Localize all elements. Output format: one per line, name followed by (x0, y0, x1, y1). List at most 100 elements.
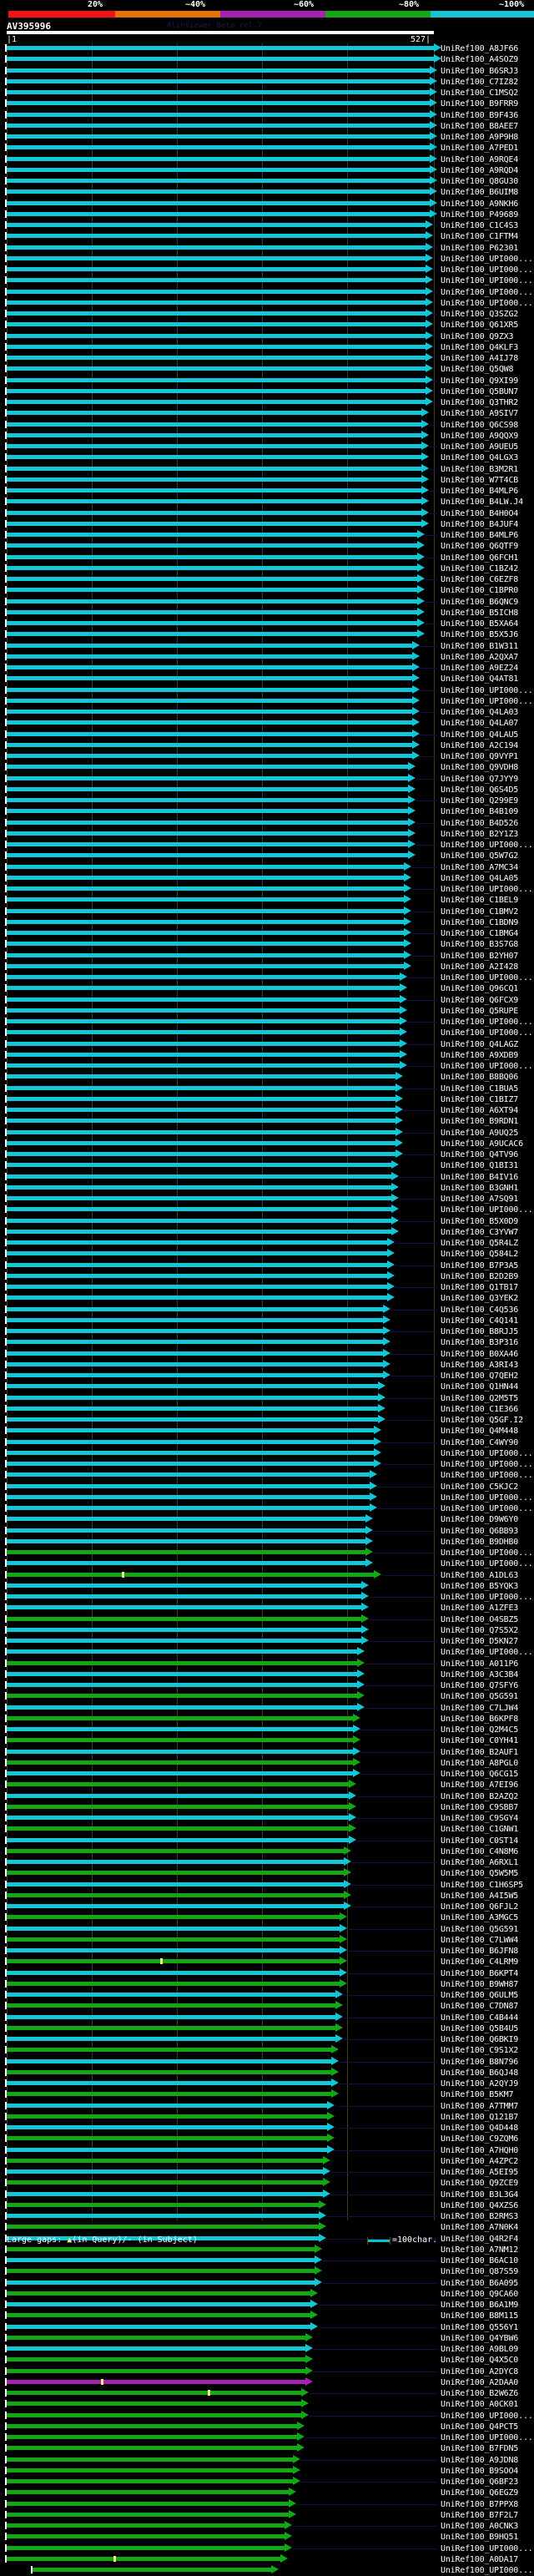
alignment-row[interactable]: UniRef100_B6A095 (0, 2278, 534, 2289)
alignment-bar[interactable] (7, 1329, 383, 1333)
hit-label-link[interactable]: UniRef100_A9UQ25 (441, 1128, 518, 1139)
alignment-bar[interactable] (7, 2148, 327, 2152)
alignment-row[interactable]: UniRef100_C6EZF8 (0, 574, 534, 585)
hit-label-link[interactable]: UniRef100_UPI000... (441, 298, 533, 309)
alignment-row[interactable]: UniRef100_B9F436 (0, 110, 534, 121)
hit-label-link[interactable]: UniRef100_Q4M448 (441, 1426, 518, 1437)
hit-label-link[interactable]: UniRef100_UPI000... (441, 1647, 533, 1658)
hit-label-link[interactable]: UniRef100_A2DAA0 (441, 2377, 518, 2388)
alignment-row[interactable]: UniRef100_Q4LAGZ (0, 1039, 534, 1050)
hit-label-link[interactable]: UniRef100_B5X5J6 (441, 629, 518, 640)
hit-label-link[interactable]: UniRef100_A9NKH6 (441, 199, 518, 210)
alignment-bar[interactable] (7, 2435, 297, 2439)
alignment-bar[interactable] (7, 301, 426, 305)
alignment-row[interactable]: UniRef100_A6RXL1 (0, 1857, 534, 1868)
hit-label-link[interactable]: UniRef100_C0ST14 (441, 1836, 518, 1846)
hit-label-link[interactable]: UniRef100_B6QJ48 (441, 2068, 518, 2078)
hit-label-link[interactable]: UniRef100_Q1HN44 (441, 1381, 518, 1392)
alignment-bar[interactable] (7, 1605, 361, 1609)
hit-label-link[interactable]: UniRef100_Q4LAGZ (441, 1039, 518, 1050)
hit-label-link[interactable]: UniRef100_Q5GF.I2 (441, 1415, 523, 1426)
alignment-row[interactable]: UniRef100_Q8GU30 (0, 176, 534, 187)
hit-label-link[interactable]: UniRef100_A9SIV7 (441, 408, 518, 419)
alignment-row[interactable]: UniRef100_Q6FJL2 (0, 1902, 534, 1912)
alignment-row[interactable]: UniRef100_B2AZQ2 (0, 1791, 534, 1802)
alignment-bar[interactable] (7, 2192, 323, 2196)
alignment-bar[interactable] (7, 1705, 357, 1710)
hit-label-link[interactable]: UniRef100_D5KN27 (441, 1636, 518, 1647)
hit-label-link[interactable]: UniRef100_C4Q141 (441, 1316, 518, 1326)
alignment-row[interactable]: UniRef100_B5X0D9 (0, 1216, 534, 1227)
alignment-bar[interactable] (7, 467, 421, 471)
alignment-row[interactable]: UniRef100_A7MC34 (0, 862, 534, 873)
hit-label-link[interactable]: UniRef100_P49689 (441, 210, 518, 220)
alignment-row[interactable]: UniRef100_UPI000... (0, 287, 534, 298)
alignment-row[interactable]: UniRef100_Q584L2 (0, 1249, 534, 1260)
alignment-bar[interactable] (7, 444, 421, 448)
alignment-row[interactable]: UniRef100_Q9ZX3 (0, 331, 534, 342)
alignment-row[interactable]: UniRef100_C4WY90 (0, 1437, 534, 1448)
alignment-bar[interactable] (7, 1882, 344, 1887)
hit-label-link[interactable]: UniRef100_B7FDN5 (441, 2443, 518, 2454)
hit-label-link[interactable]: UniRef100_A9BL09 (441, 2344, 518, 2355)
alignment-row[interactable]: UniRef100_UPI000... (0, 298, 534, 309)
alignment-bar[interactable] (7, 1617, 361, 1621)
hit-label-link[interactable]: UniRef100_B3GNH1 (441, 1183, 518, 1194)
alignment-row[interactable]: UniRef100_UPI000... (0, 1592, 534, 1603)
alignment-row[interactable]: UniRef100_A2QXA7 (0, 652, 534, 663)
alignment-row[interactable]: UniRef100_Q4LA07 (0, 718, 534, 729)
alignment-row[interactable]: UniRef100_B5YQK3 (0, 1581, 534, 1592)
alignment-row[interactable]: UniRef100_B3P316 (0, 1337, 534, 1348)
alignment-row[interactable]: UniRef100_B5X5J6 (0, 629, 534, 640)
hit-label-link[interactable]: UniRef100_UPI000... (441, 2565, 533, 2576)
alignment-bar[interactable] (7, 1583, 361, 1588)
alignment-row[interactable]: UniRef100_Q3SZG2 (0, 309, 534, 320)
hit-label-link[interactable]: UniRef100_Q6CS98 (441, 420, 518, 431)
hit-label-link[interactable]: UniRef100_A3MGC5 (441, 1912, 518, 1923)
alignment-row[interactable]: UniRef100_Q3YEK2 (0, 1293, 534, 1304)
alignment-row[interactable]: UniRef100_Q6FCX9 (0, 995, 534, 1006)
alignment-bar[interactable] (7, 776, 408, 780)
alignment-bar[interactable] (7, 223, 426, 227)
alignment-row[interactable]: UniRef100_Q9ZCE9 (0, 2178, 534, 2189)
alignment-row[interactable]: UniRef100_B6JFN8 (0, 1946, 534, 1957)
alignment-bar[interactable] (7, 1307, 383, 1311)
hit-label-link[interactable]: UniRef100_Q4TV96 (441, 1149, 518, 1160)
alignment-row[interactable]: UniRef100_B4IV16 (0, 1172, 534, 1183)
alignment-row[interactable]: UniRef100_B2W6Z6 (0, 2388, 534, 2399)
hit-label-link[interactable]: UniRef100_P62301 (441, 243, 518, 254)
hit-label-link[interactable]: UniRef100_Q6EGZ9 (441, 2488, 518, 2498)
alignment-bar[interactable] (7, 2070, 331, 2074)
alignment-bar[interactable] (7, 1174, 391, 1179)
alignment-bar[interactable] (7, 2336, 305, 2340)
hit-label-link[interactable]: UniRef100_Q3THR2 (441, 397, 518, 408)
alignment-bar[interactable] (7, 101, 430, 105)
hit-label-link[interactable]: UniRef100_Q8GU30 (441, 176, 518, 187)
alignment-bar[interactable] (7, 1019, 400, 1023)
alignment-bar[interactable] (7, 886, 404, 891)
hit-label-link[interactable]: UniRef100_Q4AT81 (441, 674, 518, 684)
alignment-bar[interactable] (7, 2048, 331, 2052)
alignment-row[interactable]: UniRef100_A0CK01 (0, 2399, 534, 2410)
alignment-row[interactable]: UniRef100_C1C4S3 (0, 220, 534, 231)
alignment-row[interactable]: UniRef100_Q4XZS6 (0, 2200, 534, 2211)
hit-label-link[interactable]: UniRef100_B9FRR9 (441, 98, 518, 109)
alignment-row[interactable]: UniRef100_A9RQE4 (0, 154, 534, 165)
alignment-bar[interactable] (7, 1860, 344, 1864)
alignment-bar[interactable] (7, 113, 430, 117)
alignment-row[interactable]: UniRef100_C4Q536 (0, 1305, 534, 1316)
alignment-bar[interactable] (7, 2357, 305, 2361)
alignment-bar[interactable] (7, 411, 421, 415)
alignment-row[interactable]: UniRef100_B7P3A5 (0, 1260, 534, 1271)
alignment-row[interactable]: UniRef100_Q2M5T5 (0, 1393, 534, 1404)
hit-label-link[interactable]: UniRef100_A9QQX9 (441, 431, 518, 442)
alignment-bar[interactable] (7, 189, 430, 194)
alignment-bar[interactable] (7, 168, 430, 172)
hit-label-link[interactable]: UniRef100_UPI000... (441, 1558, 533, 1569)
alignment-row[interactable]: UniRef100_UPI000... (0, 265, 534, 275)
hit-label-link[interactable]: UniRef100_B9F436 (441, 110, 518, 121)
hit-label-link[interactable]: UniRef100_A7TMM7 (441, 2101, 518, 2112)
alignment-row[interactable]: UniRef100_A7HQH0 (0, 2145, 534, 2156)
alignment-bar[interactable] (7, 1517, 365, 1521)
alignment-row[interactable]: UniRef100_C1BMG4 (0, 928, 534, 939)
